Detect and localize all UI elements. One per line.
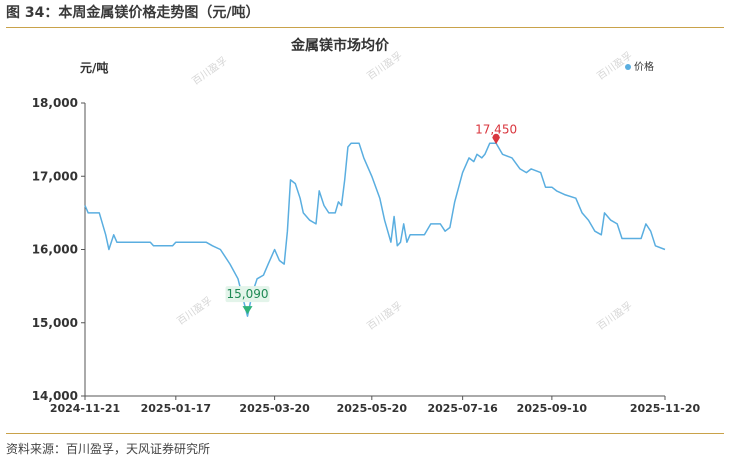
max-label-bg (474, 121, 519, 138)
min-label-bg (225, 286, 270, 303)
watermark: 百川盈孚 (365, 300, 405, 333)
watermark: 百川盈孚 (365, 50, 405, 83)
x-tick-label: 2025-11-20 (630, 402, 701, 415)
watermark: 百川盈孚 (175, 295, 215, 328)
series-layer (84, 142, 666, 317)
y-tick-label: 17,000 (32, 169, 78, 183)
x-tick-label: 2025-09-10 (517, 402, 588, 415)
x-tick-label: 2025-03-20 (239, 402, 310, 415)
max-marker-dot (492, 133, 500, 141)
watermark: 百川盈孚 (190, 55, 230, 88)
source-note: 资料来源：百川盈孚，天风证券研究所 (6, 442, 211, 456)
x-tick-label: 2024-11-21 (50, 402, 120, 415)
top-divider (6, 27, 724, 28)
annotations-layer: 17,450 15,090 (225, 121, 519, 315)
x-tick-label: 2025-01-17 (141, 402, 211, 415)
series-line-price (84, 142, 666, 317)
axes: 14,000 15,000 16,000 17,000 18,000 2024-11-21… (32, 96, 701, 415)
y-tick-label: 14,000 (32, 389, 78, 403)
min-marker-icon (242, 306, 253, 315)
y-axis-unit-label: 元/吨 (80, 60, 108, 75)
chart-title: 金属镁市场均价 (290, 37, 390, 54)
legend: 价格 (625, 60, 654, 73)
figure-caption: 图 34：本周金属镁价格走势图（元/吨） (6, 5, 260, 21)
x-tick-label: 2025-05-20 (337, 402, 408, 415)
x-tick-label: 2025-07-16 (427, 402, 498, 415)
legend-marker (625, 64, 631, 70)
bottom-divider (6, 433, 724, 434)
y-tick-label: 18,000 (32, 96, 78, 110)
y-tick-label: 16,000 (32, 243, 78, 257)
max-value-label: 17,450 (475, 122, 517, 136)
min-value-label: 15,090 (227, 287, 269, 301)
watermark: 百川盈孚 (595, 300, 635, 333)
y-tick-label: 15,000 (32, 316, 78, 330)
legend-label: 价格 (634, 60, 654, 73)
